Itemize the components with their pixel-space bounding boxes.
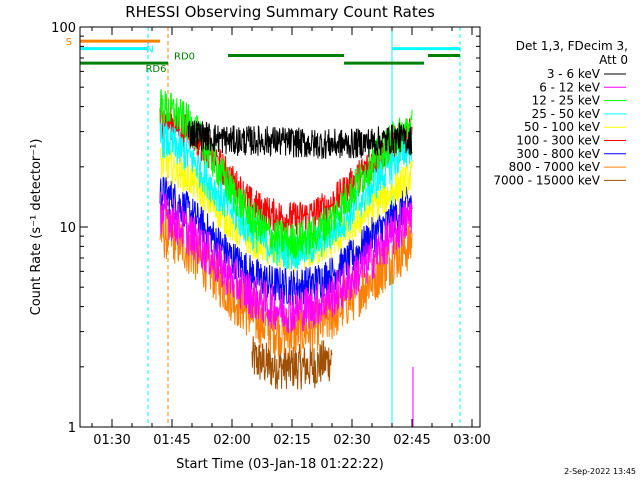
- x-tick-label: 02:15: [273, 433, 310, 448]
- legend-label: 6 - 12 keV: [539, 80, 601, 94]
- legend-label: 25 - 50 keV: [532, 107, 601, 121]
- x-tick-label: 01:45: [153, 433, 190, 448]
- x-tick-label: 02:00: [213, 433, 250, 448]
- series-line-300-800-kev: [159, 176, 413, 306]
- axis-layer: 01:30 01:45 02:00 02:15 02:30 02:45 03:00 1 10 10…: [51, 21, 491, 448]
- timestamp: 2-Sep-2022 13:45: [564, 467, 636, 476]
- series-line-800-7000-kev: [159, 208, 413, 357]
- legend-label: 100 - 300 keV: [516, 134, 600, 148]
- annotation-label-s: S: [66, 37, 72, 48]
- legend-label: 50 - 100 keV: [524, 120, 601, 134]
- y-tick-label: 100: [51, 21, 76, 36]
- x-tick-label: 01:30: [93, 433, 130, 448]
- annotation-label-rd0: RD0: [174, 52, 195, 63]
- legend-label: 300 - 800 keV: [516, 147, 600, 161]
- y-tick-label: 1: [68, 421, 76, 436]
- annotation-label-rd6: RD6: [145, 64, 166, 75]
- y-axis-label: Count Rate (s⁻¹ detector⁻¹): [29, 139, 44, 316]
- x-tick-label: 02:45: [393, 433, 430, 448]
- legend-header-line-1: Det 1,3, FDecim 3,: [516, 39, 628, 53]
- legend-label: 3 - 6 keV: [547, 67, 601, 81]
- x-tick-label: 03:00: [453, 433, 490, 448]
- chart-title: RHESSI Observing Summary Count Rates: [125, 3, 435, 21]
- legend-header-line-2: Att 0: [599, 53, 628, 67]
- annotation-label-n: N: [146, 45, 153, 56]
- legend-label: 7000 - 15000 keV: [493, 173, 600, 187]
- series-line-25-50-kev: [159, 120, 413, 270]
- legend-label: 800 - 7000 keV: [509, 160, 601, 174]
- data-layer: S N RD0 RD6: [66, 27, 461, 427]
- series-line-7000-15000-kev: [251, 336, 333, 390]
- x-tick-label: 02:30: [333, 433, 370, 448]
- legend-label: 12 - 25 keV: [532, 94, 601, 108]
- series-line-3-6-kev: [187, 120, 413, 160]
- series-line-6-12-kev: [159, 191, 413, 334]
- y-tick-label: 10: [59, 221, 76, 236]
- x-axis-label: Start Time (03-Jan-18 01:22:22): [176, 457, 384, 472]
